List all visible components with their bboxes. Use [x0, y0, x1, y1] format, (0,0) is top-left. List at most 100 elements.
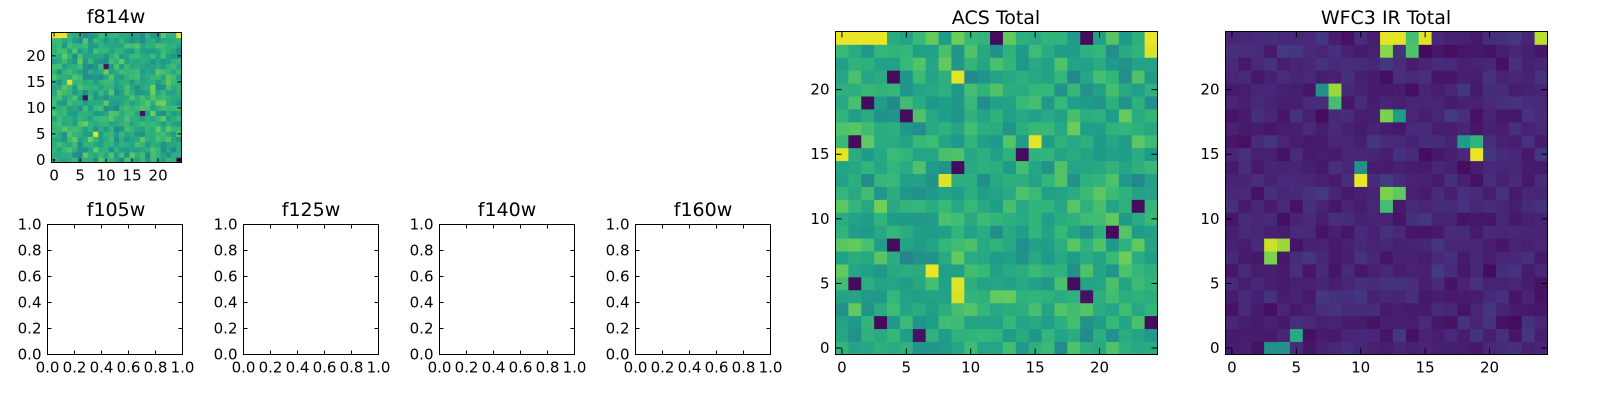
heatmap-cell [61, 152, 68, 158]
heatmap-cell [1144, 96, 1158, 110]
heatmap-cell [990, 238, 1004, 252]
heatmap-cell [77, 63, 84, 70]
heatmap-cell [93, 63, 99, 70]
heatmap-cell [165, 126, 172, 132]
heatmap-cell [1444, 70, 1458, 84]
heatmap-cell [56, 100, 63, 106]
heatmap-cell [874, 199, 888, 213]
heatmap-cell [1131, 315, 1146, 330]
heatmap-cell [77, 146, 84, 153]
heatmap-cell [1131, 276, 1146, 291]
heatmap-cell [67, 94, 73, 101]
heatmap-cell [848, 186, 862, 200]
heatmap-cell [165, 79, 172, 85]
heatmap-cell [67, 152, 73, 158]
x-tick-label: 0.6 [313, 359, 337, 377]
heatmap-cell [1508, 289, 1523, 304]
heatmap-cell [938, 70, 952, 84]
x-tick-label: 0.2 [259, 359, 283, 377]
heatmap-cell [1380, 147, 1394, 162]
heatmap-cell [938, 276, 952, 291]
heatmap-cell [1028, 276, 1042, 291]
heatmap-cell [990, 173, 1004, 187]
heatmap-cell [861, 238, 875, 252]
heatmap-cell [56, 48, 63, 54]
heatmap-cell [1264, 44, 1278, 58]
heatmap-cell [1302, 70, 1317, 84]
heatmap-cell [119, 120, 125, 127]
heatmap-cell [150, 141, 156, 148]
heatmap-cell [951, 302, 965, 317]
heatmap-cell [1470, 57, 1484, 71]
heatmap-cell [964, 264, 978, 278]
heatmap-cell [171, 105, 177, 111]
heatmap-cell [1225, 173, 1239, 187]
heatmap-cell [1118, 160, 1133, 175]
heatmap-cell [1418, 341, 1432, 355]
heatmap-cell [61, 79, 68, 85]
heatmap-cell [150, 48, 156, 54]
tick-marks [51, 32, 182, 163]
heatmap-cell [67, 136, 73, 143]
heatmap-cell [171, 84, 177, 91]
heatmap-cell [1028, 328, 1042, 342]
heatmap-cell [964, 121, 978, 136]
heatmap-cell [887, 225, 901, 239]
heatmap-cell [938, 83, 952, 97]
heatmap-cell [1534, 264, 1548, 278]
heatmap-cell [1405, 225, 1420, 239]
heatmap-cell [77, 136, 84, 143]
heatmap-cell [134, 63, 141, 70]
heatmap-cell [61, 131, 68, 137]
heatmap-cell [171, 37, 177, 44]
heatmap-cell [1302, 225, 1317, 239]
heatmap-cell [1431, 160, 1445, 175]
heatmap-cell [938, 251, 952, 265]
heatmap-cell [1251, 160, 1265, 175]
heatmap-cell [1238, 199, 1252, 213]
heatmap-cell [874, 57, 888, 71]
heatmap-cell [176, 152, 182, 158]
heatmap-cell [951, 199, 965, 213]
heatmap-cell [134, 126, 141, 132]
heatmap-cell [1431, 134, 1445, 149]
heatmap-cell [964, 160, 978, 175]
heatmap-cell [61, 58, 68, 65]
heatmap-cell [1392, 160, 1407, 175]
heatmap-cell [113, 115, 120, 122]
heatmap-cell [1328, 302, 1342, 317]
heatmap-cell [150, 58, 156, 65]
heatmap-cell [1144, 70, 1158, 84]
heatmap-cell [1002, 57, 1017, 71]
heatmap-cell [951, 289, 965, 304]
heatmap-cell [1405, 147, 1420, 162]
heatmap-cell [1444, 186, 1458, 200]
heatmap-cell [1418, 289, 1432, 304]
heatmap-cell [1144, 57, 1158, 71]
heatmap-cell [1015, 44, 1030, 58]
heatmap-cell [1238, 238, 1252, 252]
heatmap-cell [1354, 109, 1368, 123]
heatmap-cell [1431, 57, 1445, 71]
heatmap-cell [1341, 238, 1355, 252]
heatmap-cell [1002, 134, 1017, 149]
heatmap-cell [56, 63, 63, 70]
heatmap-cell [1431, 212, 1445, 226]
heatmap-cell [165, 42, 172, 49]
heatmap-cell [848, 315, 862, 330]
heatmap-cell [1225, 199, 1239, 213]
heatmap-cell [1483, 238, 1497, 252]
y-tick-label: 20 [26, 47, 45, 65]
heatmap-cell [1521, 109, 1536, 123]
heatmap-cell [925, 328, 939, 342]
heatmap-cell [1028, 147, 1042, 162]
heatmap-cell [171, 126, 177, 132]
heatmap-cell [1131, 289, 1146, 304]
heatmap-cell [1225, 238, 1239, 252]
heatmap-cell [1418, 96, 1432, 110]
heatmap-cell [82, 105, 89, 111]
heatmap-cell [93, 141, 99, 148]
heatmap-cell [861, 173, 875, 187]
heatmap-cell [1144, 341, 1158, 355]
heatmap-cell [1444, 341, 1458, 355]
